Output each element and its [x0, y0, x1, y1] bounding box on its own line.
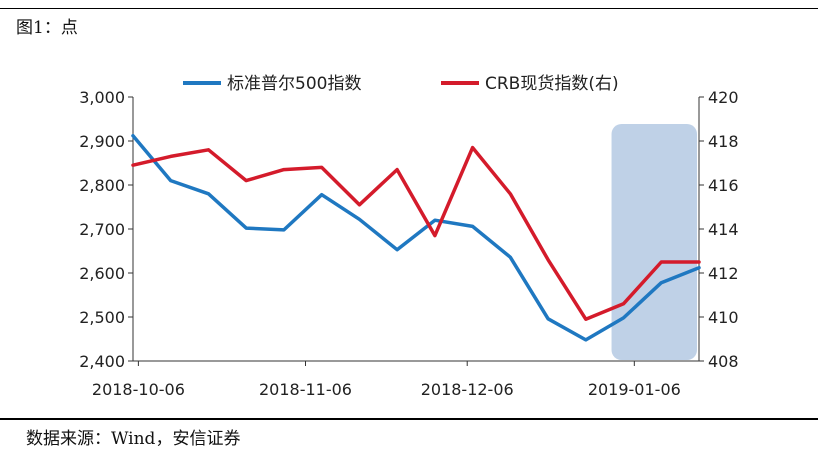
x-tick-label: 2018-12-06 — [421, 380, 514, 399]
left-tick-label: 2,600 — [79, 264, 125, 283]
right-tick-label: 420 — [708, 88, 739, 107]
highlight-band — [611, 124, 697, 360]
bottom-rule — [0, 418, 818, 420]
x-tick-label: 2018-11-06 — [259, 380, 352, 399]
data-source-note: 数据来源：Wind，安信证券 — [26, 429, 241, 449]
left-tick-label: 2,700 — [79, 220, 125, 239]
right-tick-label: 414 — [708, 220, 739, 239]
x-tick-label: 2018-10-06 — [92, 380, 185, 399]
right-tick-label: 416 — [708, 176, 739, 195]
right-tick-label: 412 — [708, 264, 739, 283]
x-tick-label: 2019-01-06 — [588, 380, 681, 399]
series-line-sp500 — [131, 133, 701, 342]
right-tick-label: 410 — [708, 308, 739, 327]
right-tick-label: 418 — [708, 132, 739, 151]
left-tick-label: 2,800 — [79, 176, 125, 195]
right-tick-label: 408 — [708, 352, 739, 371]
legend-item-sp500-label: 标准普尔500指数 — [227, 74, 361, 94]
left-tick-label: 2,400 — [79, 352, 125, 371]
figure-title: 图1：点 — [16, 18, 78, 38]
legend-item-crb-label: CRB现货指数(右) — [485, 74, 619, 94]
series-line-crb — [131, 145, 701, 321]
top-rule — [0, 8, 818, 9]
left-tick-label: 3,000 — [79, 88, 125, 107]
left-tick-label: 2,500 — [79, 308, 125, 327]
left-tick-label: 2,900 — [79, 132, 125, 151]
